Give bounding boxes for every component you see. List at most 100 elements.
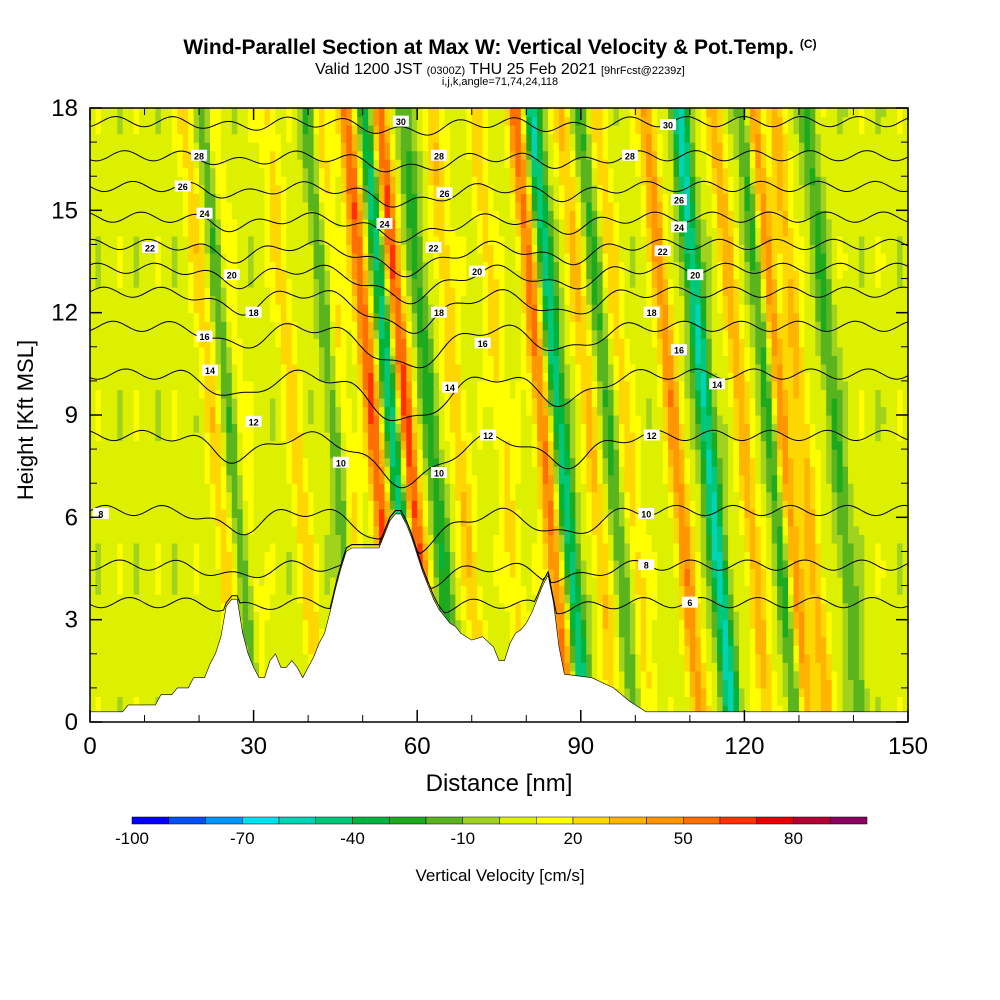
velocity-cell	[493, 628, 500, 638]
velocity-cell	[248, 577, 255, 587]
velocity-cell	[389, 457, 396, 467]
velocity-cell	[782, 653, 789, 663]
velocity-cell	[695, 525, 702, 535]
velocity-cell	[706, 559, 713, 570]
velocity-cell	[308, 594, 315, 604]
velocity-cell	[804, 662, 811, 672]
velocity-cell	[848, 466, 855, 476]
velocity-cell	[100, 457, 107, 467]
velocity-cell	[820, 687, 827, 698]
velocity-cell	[820, 534, 827, 544]
velocity-cell	[193, 559, 200, 570]
velocity-cell	[711, 653, 718, 663]
velocity-cell	[848, 457, 855, 467]
velocity-cell	[706, 517, 713, 527]
velocity-cell	[646, 525, 653, 535]
velocity-cell	[782, 696, 789, 706]
velocity-cell	[880, 628, 887, 638]
velocity-cell	[122, 466, 129, 476]
velocity-cell	[302, 559, 309, 570]
velocity-cell	[422, 440, 429, 450]
velocity-cell	[608, 466, 615, 476]
velocity-cell	[586, 662, 593, 672]
velocity-cell	[678, 577, 686, 587]
velocity-cell	[351, 525, 358, 535]
velocity-cell	[651, 679, 658, 689]
velocity-cell	[891, 594, 898, 604]
velocity-cell	[531, 517, 538, 527]
velocity-cell	[515, 542, 522, 553]
velocity-cell	[548, 508, 555, 518]
velocity-cell	[226, 551, 233, 561]
velocity-cell	[826, 517, 833, 527]
velocity-cell	[684, 611, 691, 621]
velocity-cell	[242, 611, 249, 621]
velocity-cell	[837, 491, 844, 501]
velocity-cell	[744, 466, 751, 476]
velocity-cell	[90, 542, 97, 553]
velocity-cell	[302, 457, 309, 467]
velocity-cell	[842, 577, 849, 587]
velocity-cell	[853, 645, 860, 655]
velocity-cell	[864, 611, 871, 621]
velocity-cell	[869, 534, 876, 544]
velocity-cell	[613, 568, 620, 578]
velocity-cell	[820, 670, 827, 680]
velocity-cell	[777, 687, 784, 698]
velocity-cell	[793, 636, 800, 646]
velocity-cell	[111, 662, 118, 672]
velocity-cell	[351, 542, 358, 553]
velocity-cell	[771, 483, 778, 493]
velocity-cell	[237, 559, 244, 570]
velocity-cell	[291, 483, 298, 493]
velocity-cell	[188, 525, 195, 535]
velocity-cell	[280, 594, 287, 604]
velocity-cell	[853, 500, 860, 510]
velocity-cell	[558, 542, 566, 553]
velocity-cell	[788, 645, 795, 655]
velocity-cell	[319, 585, 326, 595]
velocity-cell	[826, 466, 833, 476]
velocity-cell	[886, 679, 893, 689]
velocity-cell	[651, 628, 658, 638]
velocity-cell	[875, 525, 882, 535]
velocity-cell	[722, 559, 729, 570]
velocity-cell	[608, 559, 615, 570]
velocity-cell	[324, 594, 331, 604]
velocity-cell	[793, 491, 800, 501]
velocity-cell	[482, 483, 489, 493]
velocity-cell	[564, 483, 571, 493]
velocity-cell	[275, 525, 282, 535]
velocity-cell	[842, 457, 849, 467]
velocity-cell	[788, 619, 795, 629]
velocity-cell	[777, 585, 784, 595]
velocity-cell	[635, 670, 642, 680]
velocity-cell	[100, 483, 107, 493]
velocity-cell	[558, 568, 566, 578]
velocity-cell	[237, 611, 244, 621]
velocity-cell	[668, 687, 675, 698]
velocity-cell	[177, 628, 184, 638]
velocity-cell	[689, 577, 696, 587]
velocity-cell	[673, 645, 680, 655]
velocity-cell	[346, 449, 353, 459]
velocity-cell	[651, 534, 658, 544]
velocity-cell	[864, 474, 871, 484]
velocity-cell	[575, 594, 582, 604]
velocity-cell	[509, 517, 516, 527]
velocity-cell	[662, 474, 669, 484]
velocity-cell	[782, 534, 789, 544]
velocity-cell	[657, 577, 664, 587]
velocity-cell	[122, 525, 129, 535]
velocity-cell	[586, 534, 593, 544]
velocity-cell	[678, 440, 686, 450]
velocity-cell	[111, 679, 118, 689]
velocity-cell	[259, 619, 266, 629]
velocity-cell	[864, 500, 871, 510]
velocity-cell	[493, 466, 500, 476]
velocity-cell	[738, 542, 745, 553]
velocity-cell	[368, 517, 375, 527]
velocity-cell	[646, 457, 653, 467]
velocity-cell	[657, 542, 664, 553]
